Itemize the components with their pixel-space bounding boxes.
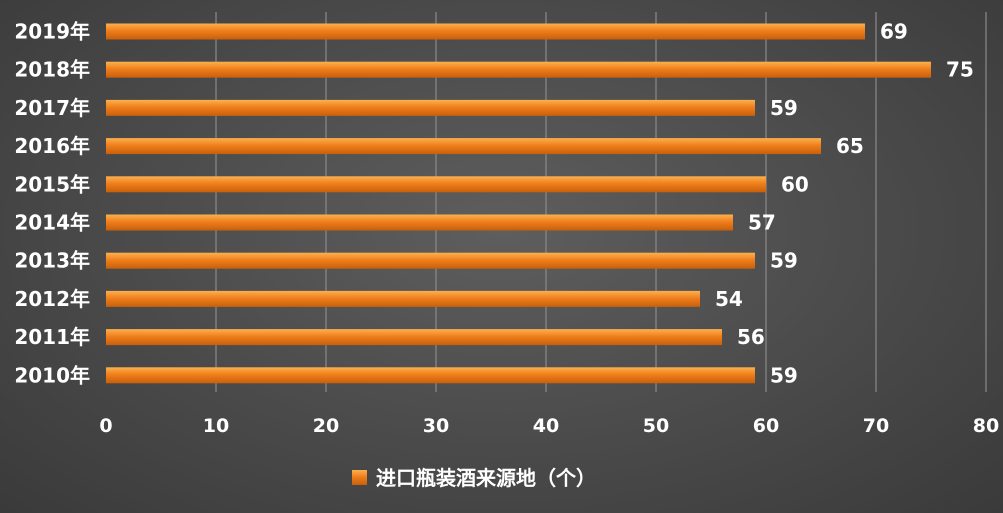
bars	[106, 23, 931, 384]
data-label: 59	[770, 363, 798, 387]
legend-swatch	[352, 470, 367, 485]
category-label: 2016年	[14, 134, 90, 158]
bar	[106, 176, 766, 193]
legend-label: 进口瓶装酒来源地（个）	[376, 466, 596, 490]
category-labels: 2019年 2018年 2017年 2016年 2015年 2014年 2013年 2012年…	[14, 20, 90, 388]
data-label: 60	[781, 172, 809, 196]
bar	[106, 99, 755, 116]
bar	[106, 329, 722, 346]
data-label: 65	[836, 134, 864, 158]
legend: 进口瓶装酒来源地（个）	[352, 466, 596, 490]
x-tick-label: 0	[99, 415, 112, 437]
x-tick-label: 40	[533, 415, 559, 437]
bar	[106, 61, 931, 78]
bar	[106, 290, 700, 307]
bar	[106, 214, 733, 231]
x-tick-label: 30	[423, 415, 449, 437]
bar	[106, 367, 755, 384]
data-label: 59	[770, 249, 798, 273]
x-tick-label: 70	[863, 415, 889, 437]
x-tick-label: 80	[973, 415, 999, 437]
data-label: 56	[737, 325, 765, 349]
data-label: 57	[748, 211, 776, 235]
bar	[106, 252, 755, 269]
category-label: 2012年	[14, 287, 90, 311]
x-axis-ticks: 0 10 20 30 40 50 60 70 80	[99, 415, 999, 437]
category-label: 2018年	[14, 58, 90, 82]
x-tick-label: 20	[313, 415, 339, 437]
x-tick-label: 10	[203, 415, 229, 437]
x-tick-label: 60	[753, 415, 779, 437]
category-label: 2011年	[14, 325, 90, 349]
category-label: 2013年	[14, 249, 90, 273]
bar	[106, 23, 865, 40]
bar	[106, 138, 821, 155]
data-label: 54	[715, 287, 743, 311]
category-label: 2010年	[14, 363, 90, 387]
data-label: 75	[946, 58, 974, 82]
category-label: 2017年	[14, 96, 90, 120]
category-label: 2019年	[14, 20, 90, 44]
data-label: 69	[880, 20, 908, 44]
category-label: 2015年	[14, 172, 90, 196]
x-tick-label: 50	[643, 415, 669, 437]
data-label: 59	[770, 96, 798, 120]
category-label: 2014年	[14, 211, 90, 235]
